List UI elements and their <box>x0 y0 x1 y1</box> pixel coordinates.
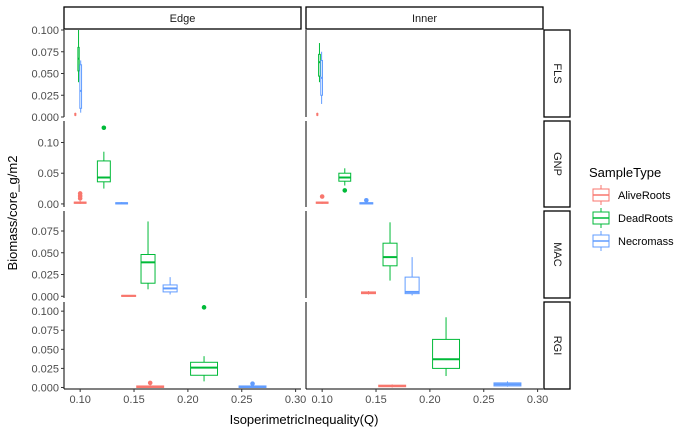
row-strip-label: GNP <box>551 152 563 176</box>
x-tick-label: 0.25 <box>231 394 252 406</box>
box-aliveroots <box>136 380 165 388</box>
box-body <box>96 160 111 183</box>
box-marks <box>73 30 522 388</box>
box-outlier <box>364 197 369 203</box>
x-axes: 0.10 0.15 0.20 0.25 0.30 0.10 0.15 0.20 0.25 0.30 <box>69 389 548 406</box>
box-outlier <box>250 381 255 386</box>
box-outlier <box>319 194 325 199</box>
y-tick-label: 0.025 <box>31 363 59 375</box>
column-strip-label: Edge <box>170 13 196 25</box>
box-outlier <box>201 305 207 310</box>
x-tick-label: 0.25 <box>473 394 494 406</box>
row-strip-label: FLS <box>551 63 563 83</box>
legend-label: Necromass <box>618 236 674 248</box>
x-tick-label: 0.15 <box>365 394 386 406</box>
row-strip-label: RGI <box>551 336 563 356</box>
x-tick-label: 0.30 <box>285 394 306 406</box>
column-strip <box>305 6 544 30</box>
box-necromass <box>238 381 267 388</box>
box-necromass <box>79 60 83 113</box>
legend-key-aliveroots <box>592 185 610 205</box>
box-body <box>404 276 420 295</box>
box-outlier <box>101 125 107 131</box>
legend-title: SampleType <box>589 165 661 180</box>
y-tick-label: 0.000 <box>31 382 59 394</box>
box-body <box>79 64 83 109</box>
y-axis-title: Biomass/core_g/m2 <box>5 156 20 271</box>
x-tick-label: 0.15 <box>123 394 144 406</box>
row-strip-label: MAC <box>551 242 563 267</box>
y-tick-label: 0.10 <box>38 138 59 150</box>
box-outlier <box>147 380 153 386</box>
y-tick-label: 0.075 <box>31 226 59 238</box>
x-tick-label: 0.10 <box>311 394 332 406</box>
box-aliveroots <box>121 294 137 297</box>
box-aliveroots <box>316 112 319 117</box>
box-outlier <box>342 188 348 193</box>
row-strip <box>543 29 571 118</box>
y-tick-label: 0.050 <box>31 69 59 81</box>
box-necromass <box>359 197 374 205</box>
box-outlier <box>77 191 83 196</box>
box-necromass <box>115 202 129 205</box>
row-strip <box>543 120 571 208</box>
box-deadroots <box>140 221 156 290</box>
box-aliveroots <box>315 194 329 204</box>
legend: SampleType AliveRoots DeadRoots Necromass <box>589 165 674 251</box>
y-tick-label: 0.000 <box>31 291 59 303</box>
box-aliveroots <box>74 112 77 117</box>
legend-label: DeadRoots <box>618 213 674 225</box>
box-deadroots <box>432 317 461 377</box>
box-necromass <box>320 51 323 104</box>
box-body <box>318 53 321 77</box>
y-tick-label: 0.050 <box>31 344 59 356</box>
box-aliveroots <box>378 384 407 388</box>
box-deadroots <box>190 305 219 382</box>
y-tick-label: 0.100 <box>31 25 59 37</box>
box-deadroots <box>382 222 398 281</box>
x-tick-label: 0.30 <box>527 394 548 406</box>
box-deadroots <box>96 125 111 189</box>
x-tick-label: 0.10 <box>69 394 90 406</box>
box-aliveroots <box>360 291 376 295</box>
box-deadroots <box>77 30 80 83</box>
column-strip <box>63 6 302 30</box>
y-tick-label: 0.100 <box>31 306 59 318</box>
box-necromass <box>162 277 178 295</box>
y-tick-label: 0.05 <box>38 168 59 180</box>
x-axis-title: IsoperimetricInequality(Q) <box>230 412 379 427</box>
box-body <box>382 242 398 267</box>
column-strip-label: Inner <box>412 13 437 25</box>
facet-strips: Edge Inner FLS GNP MAC RGI <box>63 6 571 390</box>
box-aliveroots <box>73 191 87 204</box>
row-strip <box>543 210 571 299</box>
box-body <box>140 254 156 284</box>
x-tick-label: 0.20 <box>419 394 440 406</box>
y-tick-label: 0.000 <box>31 112 59 124</box>
legend-label: AliveRoots <box>618 190 671 202</box>
y-tick-label: 0.025 <box>31 90 59 102</box>
row-strip <box>543 301 571 390</box>
box-body <box>190 361 219 376</box>
y-tick-label: 0.050 <box>31 248 59 260</box>
box-deadroots <box>338 168 352 193</box>
box-deadroots <box>318 43 321 83</box>
y-axes: 0.000 0.025 0.050 0.075 0.100 0.00 0.05 0.10 0.0… <box>31 25 64 394</box>
facet-panels <box>63 30 543 390</box>
y-tick-label: 0.075 <box>31 325 59 337</box>
box-body <box>432 338 461 369</box>
legend-key-necromass <box>592 231 610 251</box>
y-tick-label: 0.075 <box>31 47 59 59</box>
box-necromass <box>493 381 522 387</box>
y-tick-label: 0.025 <box>31 270 59 282</box>
x-tick-label: 0.20 <box>177 394 198 406</box>
box-necromass <box>404 257 420 296</box>
legend-key-deadroots <box>592 208 610 228</box>
y-tick-label: 0.00 <box>38 199 59 211</box>
